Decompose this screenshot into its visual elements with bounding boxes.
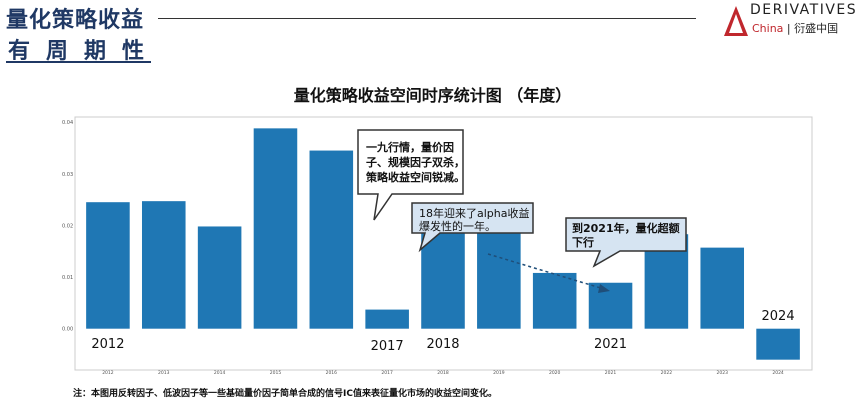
x-tick-label: 2020 <box>549 370 561 376</box>
callout-text-2a: 18年迎来了alpha收益 <box>419 206 530 220</box>
y-tick-label: 0.04 <box>62 120 73 126</box>
year-labels: 2012 2017 2018 2021 2024 <box>91 309 794 354</box>
year-label-2012: 2012 <box>91 337 124 352</box>
y-tick-label: 0.00 <box>62 327 73 333</box>
bar-2018 <box>421 231 465 329</box>
logo-text-sub: China | 衍盛中国 <box>752 22 839 35</box>
bar-2017 <box>365 309 409 329</box>
chart-title: 量化策略收益空间时序统计图 （年度） <box>293 86 572 105</box>
trend-arrow <box>487 253 605 290</box>
footnote: 注：本图用反转因子、低波因子等一些基础量价因子简单合成的信号IC值来表征量化市场… <box>73 389 497 399</box>
year-label-2017: 2017 <box>371 339 404 354</box>
bar-2013 <box>141 201 186 329</box>
x-tick-label: 2015 <box>270 370 282 376</box>
year-label-2024: 2024 <box>762 309 795 324</box>
x-tick-label: 2013 <box>158 370 170 376</box>
bar-2014 <box>197 226 242 329</box>
y-tick-label: 0.01 <box>62 275 73 281</box>
bar-2023 <box>700 247 745 329</box>
callout-text-3b: 下行 <box>572 235 594 249</box>
x-tick-label: 2024 <box>772 370 784 376</box>
page-title-line2: 有周期性 <box>8 39 161 64</box>
logo-text-en: DERIVATIVES <box>750 2 858 18</box>
x-tick-label: 2017 <box>381 370 393 376</box>
y-axis: 0.00 0.01 0.02 0.03 0.04 <box>62 120 73 333</box>
bar-2016 <box>309 150 354 329</box>
callout-2018: 18年迎来了alpha收益 爆发性的一年。 <box>411 202 534 253</box>
page-title-line1: 量化策略收益 <box>6 8 145 33</box>
x-tick-label: 2012 <box>102 370 114 376</box>
callout-2021: 到2021年，量化超额 下行 <box>565 217 687 268</box>
plot-area <box>74 116 813 371</box>
callout-2015-2017: 一九行情，量价因 子、规模因子双杀， 策略收益空间锐减。 <box>357 129 465 221</box>
x-tick-label: 2014 <box>214 370 226 376</box>
bar-2012 <box>86 202 130 329</box>
bar-2015 <box>253 128 298 329</box>
x-tick-label: 2021 <box>605 370 617 376</box>
callout-text-1c: 策略收益空间锐减。 <box>365 170 465 184</box>
bar-2019 <box>477 223 521 329</box>
callout-text-1b: 子、规模因子双杀， <box>366 155 465 169</box>
logo-text-cn: 衍盛中国 <box>794 22 839 35</box>
title-underline <box>6 61 151 63</box>
year-label-2021: 2021 <box>594 337 627 352</box>
derivatives-logo-icon <box>724 6 748 36</box>
header-divider <box>158 18 696 19</box>
x-tick-label: 2018 <box>437 370 449 376</box>
callout-text-2b: 爆发性的一年。 <box>419 219 496 233</box>
x-tick-label: 2019 <box>493 370 505 376</box>
x-tick-label: 2016 <box>326 370 338 376</box>
callout-text-3a: 到2021年，量化超额 <box>572 221 680 235</box>
year-label-2018: 2018 <box>426 337 459 352</box>
x-axis-ticks: 2012 2013 2014 2015 2016 2017 2018 2019 2020 2021… <box>102 370 784 376</box>
x-tick-label: 2023 <box>717 370 729 376</box>
trend-arrow-head <box>598 284 610 293</box>
callout-text-1a: 一九行情，量价因 <box>366 140 454 154</box>
logo-text-china: China <box>752 22 784 35</box>
y-tick-label: 0.02 <box>62 223 73 229</box>
bar-2020 <box>532 272 577 329</box>
y-tick-label: 0.03 <box>62 172 73 178</box>
x-tick-label: 2022 <box>661 370 673 376</box>
bar-2024 <box>756 328 800 360</box>
bar-2021 <box>588 282 633 329</box>
